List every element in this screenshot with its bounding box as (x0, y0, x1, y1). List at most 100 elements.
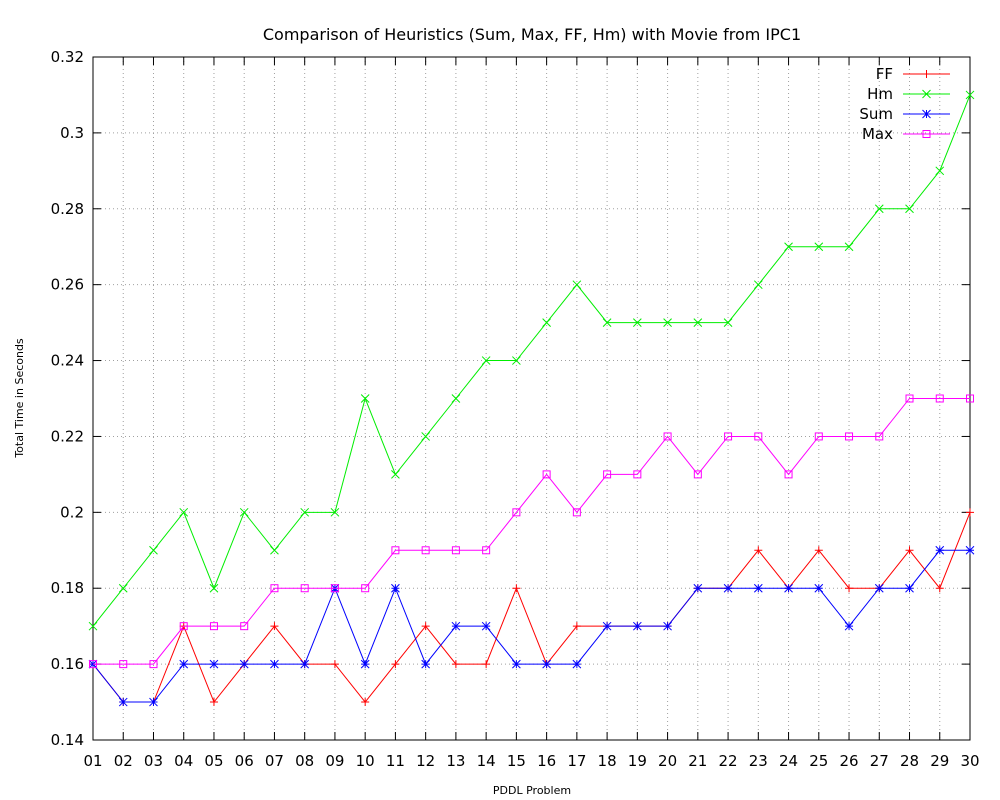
series-hm-point (300, 507, 310, 517)
y-tick-label: 0.26 (51, 276, 84, 294)
series-sum-point (663, 621, 672, 631)
legend-marker-sum (922, 109, 931, 119)
series-max-point (179, 622, 188, 631)
series-sum-point (693, 583, 703, 593)
series-sum-point (451, 621, 461, 631)
x-tick-label: 25 (809, 752, 828, 770)
series-hm-point (512, 356, 521, 365)
series-max-point (391, 546, 400, 555)
series-max-point (421, 546, 430, 555)
series-sum-point (905, 583, 914, 593)
series-max-point (119, 660, 128, 669)
x-tick-label: 05 (204, 752, 223, 770)
series-hm-point (391, 470, 400, 479)
series-ff-point (270, 622, 279, 631)
series-ff-point (482, 660, 491, 669)
legend-item-sum: Sum (859, 105, 950, 123)
series-hm-point (784, 242, 793, 252)
series-max-point (149, 660, 158, 669)
series-sum-point (391, 583, 400, 593)
series-hm-point (118, 583, 128, 593)
series-ff (89, 508, 974, 707)
series-ff-point (814, 546, 823, 555)
series-hm-point (360, 394, 370, 403)
chart-title: Comparison of Heuristics (Sum, Max, FF, … (263, 25, 801, 44)
x-tick-label: 20 (658, 752, 677, 770)
series-hm-point (965, 90, 975, 100)
x-tick-label: 19 (628, 752, 647, 770)
x-tick-label: 22 (719, 752, 738, 770)
series-hm-point (542, 318, 551, 327)
series-max-point (451, 546, 460, 555)
series-ff-point (754, 546, 763, 555)
series-max-point (361, 584, 370, 593)
series-ff-point (209, 698, 218, 707)
series-sum-point (239, 659, 249, 669)
series-sum-point (602, 621, 612, 631)
series-sum-point (935, 545, 945, 555)
series-hm-point (602, 318, 612, 327)
series-hm-point (451, 394, 461, 403)
series-max-point (663, 432, 672, 441)
y-tick-label: 0.3 (60, 124, 84, 142)
series-hm-point (421, 432, 431, 441)
series-sum-point (572, 659, 582, 669)
series-ff-point (421, 622, 430, 631)
series-hm (88, 90, 975, 631)
series-max-line (93, 398, 970, 665)
series-hm-point (632, 318, 642, 327)
series-hm-point (270, 545, 279, 555)
series-hm-point (814, 242, 824, 252)
series-sum-point (784, 583, 793, 593)
series-max-point (603, 470, 612, 479)
series-sum-point (179, 659, 189, 669)
series-hm-point (330, 507, 340, 517)
series-hm-point (239, 507, 249, 517)
x-tick-label: 07 (265, 752, 284, 770)
series-sum-point (300, 659, 310, 669)
series-ff-point (966, 508, 974, 517)
series-sum-point (481, 621, 491, 631)
series-max-point (240, 622, 249, 631)
series-max-point (330, 584, 339, 593)
series-max-point (542, 470, 551, 479)
series-hm-point (663, 318, 672, 327)
series-hm-point (723, 318, 733, 327)
series-group (88, 90, 975, 707)
x-tick-label: 04 (174, 752, 193, 770)
x-tick-label: 28 (900, 752, 919, 770)
legend-marker-ff (922, 70, 931, 78)
legend-label-hm: Hm (867, 85, 893, 103)
series-sum-point (118, 697, 128, 707)
series-hm-point (874, 204, 884, 214)
series-sum-point (632, 621, 642, 631)
x-tick-label: 18 (598, 752, 617, 770)
legend-item-hm: Hm (867, 85, 950, 103)
series-sum-point (360, 659, 370, 669)
series-sum-point (542, 659, 551, 669)
x-tick-label: 24 (779, 752, 798, 770)
legend-item-ff: FF (876, 65, 950, 83)
series-max-point (845, 432, 854, 441)
series-max-point (482, 546, 491, 555)
series-hm-point (905, 204, 914, 214)
x-tick-label: 16 (537, 752, 556, 770)
x-tick-label: 12 (416, 752, 435, 770)
y-tick-label: 0.2 (60, 503, 84, 521)
x-tick-label: 03 (144, 752, 163, 770)
x-tick-label: 09 (325, 752, 344, 770)
legend-label-ff: FF (876, 65, 893, 83)
series-max (89, 394, 974, 669)
series-max-point (935, 394, 944, 403)
y-tick-label: 0.14 (51, 731, 84, 749)
series-hm-point (844, 242, 854, 252)
legend-marker-hm (922, 89, 931, 99)
series-sum-line (92, 549, 970, 703)
series-max-point (875, 432, 884, 441)
y-axis-title: Total Time in Seconds (13, 338, 26, 459)
series-sum (88, 545, 975, 707)
series-hm-point (572, 280, 582, 290)
y-tick-label: 0.18 (51, 579, 84, 597)
series-ff-point (845, 584, 854, 593)
series-hm-point (209, 583, 219, 593)
